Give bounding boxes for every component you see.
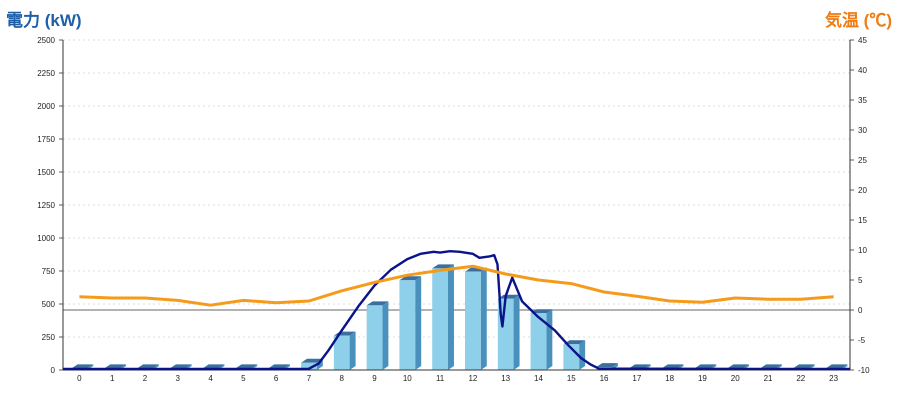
right-tick-label: -5 — [858, 336, 866, 345]
left-tick-label: 500 — [42, 300, 56, 309]
bar-top — [628, 364, 651, 369]
bar-side — [513, 294, 520, 370]
right-tick-label: -10 — [858, 366, 870, 375]
bar — [333, 335, 350, 370]
bar-top — [301, 358, 323, 363]
bar-top — [432, 264, 454, 269]
x-tick-label: 7 — [307, 374, 312, 383]
left-axis-title: 電力 (kW) — [6, 11, 82, 30]
x-tick-label: 2 — [143, 374, 148, 383]
left-tick-label: 2000 — [37, 102, 55, 111]
x-tick-label: 10 — [403, 374, 412, 383]
bar-top — [530, 309, 553, 314]
bar-side — [382, 301, 389, 370]
right-tick-label: 45 — [858, 36, 867, 45]
left-tick-label: 750 — [42, 267, 56, 276]
left-tick-label: 1000 — [37, 234, 55, 243]
bar-top — [760, 364, 782, 369]
bar — [432, 268, 448, 370]
x-tick-label: 14 — [534, 374, 543, 383]
bar-top — [268, 364, 291, 369]
bar — [399, 280, 416, 370]
bar-top — [202, 364, 225, 369]
right-tick-label: 20 — [858, 186, 867, 195]
bar — [530, 313, 547, 370]
x-tick-label: 9 — [372, 374, 377, 383]
bar — [366, 305, 383, 370]
x-tick-label: 8 — [340, 374, 345, 383]
left-tick-label: 2500 — [37, 36, 55, 45]
x-tick-label: 15 — [567, 374, 576, 383]
right-tick-label: 10 — [858, 246, 867, 255]
right-tick-label: 25 — [858, 156, 867, 165]
right-tick-label: 40 — [858, 66, 867, 75]
bar-top — [235, 364, 258, 369]
left-tick-label: 1750 — [37, 135, 55, 144]
x-tick-label: 6 — [274, 374, 279, 383]
left-tick-label: 0 — [51, 366, 56, 375]
bar-top — [71, 364, 94, 369]
bar-side — [579, 340, 586, 370]
right-tick-label: 5 — [858, 276, 863, 285]
right-tick-label: 30 — [858, 126, 867, 135]
right-tick-label: 35 — [858, 96, 867, 105]
bar-top — [497, 294, 520, 299]
x-tick-label: 23 — [829, 374, 838, 383]
x-tick-label: 22 — [796, 374, 805, 383]
bar-top — [661, 364, 684, 369]
x-tick-label: 3 — [176, 374, 181, 383]
x-tick-label: 20 — [731, 374, 740, 383]
bar-top — [104, 364, 127, 369]
bar-top — [137, 364, 159, 369]
bar-top — [169, 364, 192, 369]
bar-top — [825, 364, 848, 369]
bar-top — [694, 364, 717, 369]
x-tick-label: 4 — [208, 374, 213, 383]
bar-side — [415, 276, 422, 370]
left-tick-label: 1500 — [37, 168, 55, 177]
bar-side — [480, 267, 487, 370]
bar — [465, 271, 481, 370]
x-tick-label: 11 — [436, 374, 445, 383]
bar-top — [563, 340, 586, 345]
x-tick-label: 21 — [764, 374, 773, 383]
x-tick-label: 17 — [632, 374, 641, 383]
bar-top — [366, 301, 389, 306]
x-tick-label: 18 — [665, 374, 674, 383]
x-tick-label: 16 — [600, 374, 609, 383]
power-line — [63, 250, 851, 371]
right-tick-label: 15 — [858, 216, 867, 225]
x-tick-label: 12 — [468, 374, 477, 383]
right-tick-label: 0 — [858, 306, 863, 315]
bar — [301, 362, 317, 370]
right-axis-title: 気温 (℃) — [824, 11, 892, 30]
left-tick-label: 1250 — [37, 201, 55, 210]
x-tick-label: 19 — [698, 374, 707, 383]
bar-side — [349, 331, 356, 370]
x-tick-label: 1 — [110, 374, 115, 383]
bar-top — [727, 364, 750, 369]
bar-top — [596, 363, 618, 368]
x-tick-label: 5 — [241, 374, 246, 383]
bar-side — [447, 264, 454, 370]
x-tick-label: 13 — [501, 374, 510, 383]
bar-top — [792, 364, 815, 369]
left-tick-label: 2250 — [37, 69, 55, 78]
temperature-line — [79, 264, 834, 307]
x-tick-label: 0 — [77, 374, 82, 383]
bar-side — [546, 309, 553, 370]
left-tick-label: 250 — [42, 333, 56, 342]
